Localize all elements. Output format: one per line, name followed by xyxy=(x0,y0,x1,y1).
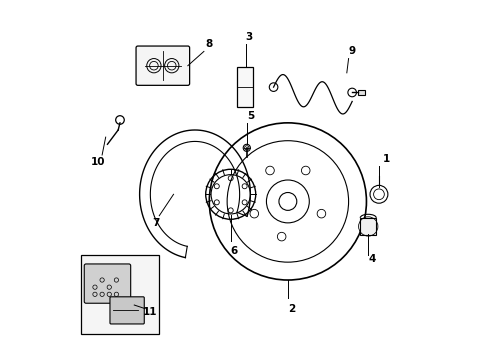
FancyBboxPatch shape xyxy=(84,264,131,303)
Bar xyxy=(81,255,159,334)
Bar xyxy=(360,218,376,235)
FancyBboxPatch shape xyxy=(110,297,144,324)
Text: 5: 5 xyxy=(247,111,254,121)
Text: 7: 7 xyxy=(152,218,159,228)
Text: 9: 9 xyxy=(348,46,356,57)
Text: 6: 6 xyxy=(231,247,238,256)
Bar xyxy=(237,67,253,107)
Text: 8: 8 xyxy=(206,39,213,49)
Text: 2: 2 xyxy=(288,303,295,314)
Text: 4: 4 xyxy=(368,253,375,264)
Text: 3: 3 xyxy=(245,32,252,42)
Text: 1: 1 xyxy=(383,154,390,163)
Bar xyxy=(358,90,366,95)
Text: 10: 10 xyxy=(91,157,106,167)
FancyBboxPatch shape xyxy=(136,46,190,85)
Text: 11: 11 xyxy=(143,307,158,317)
